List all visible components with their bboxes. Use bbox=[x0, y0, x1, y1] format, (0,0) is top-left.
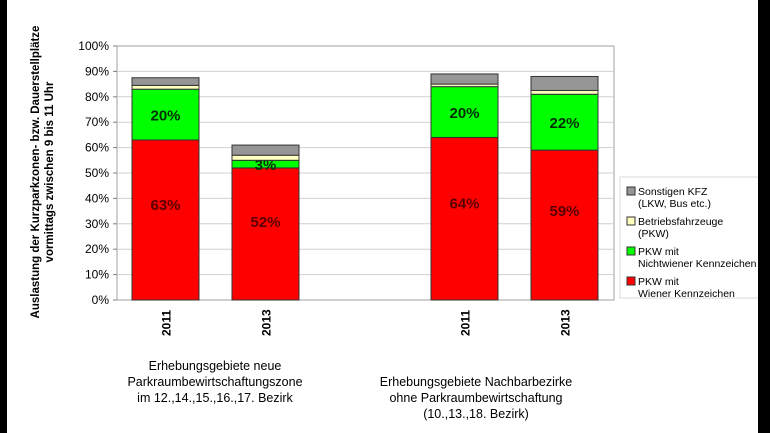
x-tick-label: 2013 bbox=[260, 309, 274, 336]
data-label: 64% bbox=[449, 195, 479, 212]
y-tick-label: 20% bbox=[85, 242, 109, 256]
bar-segment bbox=[131, 88, 200, 141]
y-tick-label: 60% bbox=[85, 141, 109, 155]
bar-segment bbox=[530, 89, 599, 95]
group-label: Erhebungsgebiete Nachbarbezirke bbox=[380, 375, 573, 389]
legend-swatch bbox=[626, 276, 636, 286]
data-label: 20% bbox=[449, 105, 479, 122]
data-label: 22% bbox=[549, 115, 579, 132]
bar-segment bbox=[231, 144, 300, 156]
y-tick-label: 80% bbox=[85, 90, 109, 104]
legend-label: (PKW) bbox=[638, 228, 669, 240]
legend-label: PKW mit bbox=[638, 246, 679, 258]
group-label: (10.,13.,18. Bezirk) bbox=[423, 407, 529, 421]
stacked-bar-chart: 0% 10% 20% 30% 40% 50% 60% 70% 80% 90% 100% Auslast… bbox=[30, 26, 758, 421]
group-label: Parkraumbewirtschaftungszone bbox=[127, 375, 302, 389]
data-label: 59% bbox=[549, 203, 579, 220]
y-tick-label: 70% bbox=[85, 115, 109, 129]
x-tick-label: 2011 bbox=[160, 310, 174, 336]
group-label: ohne Parkraumbewirtschaftung bbox=[389, 391, 562, 405]
bar-segment bbox=[530, 93, 599, 151]
legend-label: (LKW, Bus etc.) bbox=[638, 198, 711, 210]
y-tick-label: 40% bbox=[85, 191, 109, 205]
bar-segment bbox=[231, 167, 300, 301]
group-label: Erhebungsgebiete neue bbox=[149, 359, 282, 373]
bar-segment bbox=[530, 149, 599, 301]
legend-swatch bbox=[626, 216, 636, 226]
y-axis-label: vormittags zwischen 9 bis 11 Uhr bbox=[44, 81, 56, 262]
y-tick-label: 10% bbox=[85, 268, 109, 282]
data-label: 20% bbox=[150, 108, 180, 125]
legend-label: PKW mit bbox=[638, 276, 679, 288]
bar-segment bbox=[231, 154, 300, 161]
legend-swatch bbox=[626, 246, 636, 256]
bar-segment bbox=[430, 73, 499, 85]
legend-label: Wiener Kennzeichen bbox=[638, 288, 735, 300]
x-tick-label: 2013 bbox=[559, 309, 573, 336]
y-tick-label: 50% bbox=[85, 166, 109, 180]
chart-canvas: 0% 10% 20% 30% 40% 50% 60% 70% 80% 90% 100% Auslast… bbox=[7, 0, 758, 433]
bar-segment bbox=[131, 77, 200, 86]
bar-segment bbox=[131, 84, 200, 90]
data-label: 63% bbox=[150, 197, 180, 214]
bar-segment bbox=[530, 75, 599, 91]
y-tick-label: 100% bbox=[78, 39, 109, 53]
group-label: im 12.,14.,15.,16.,17. Bezirk bbox=[137, 391, 293, 405]
bar-segment bbox=[131, 139, 200, 301]
y-axis-label: Auslastung der Kurzparkzonen- bzw. Dauer… bbox=[30, 26, 42, 319]
legend-label: Sonstigen KFZ bbox=[638, 186, 708, 198]
y-tick-label: 30% bbox=[85, 217, 109, 231]
data-label: 3% bbox=[255, 157, 277, 174]
bar-segment bbox=[430, 136, 499, 301]
bar-segment bbox=[430, 86, 499, 138]
legend bbox=[619, 176, 758, 299]
data-label: 52% bbox=[250, 214, 280, 231]
legend-swatch bbox=[626, 186, 636, 196]
y-tick-label: 90% bbox=[85, 64, 109, 78]
legend-label: Nichtwiener Kennzeichen bbox=[638, 258, 757, 270]
legend-label: Betriebsfahrzeuge bbox=[638, 216, 723, 228]
y-tick-label: 0% bbox=[92, 293, 110, 307]
x-tick-label: 2011 bbox=[459, 310, 473, 336]
